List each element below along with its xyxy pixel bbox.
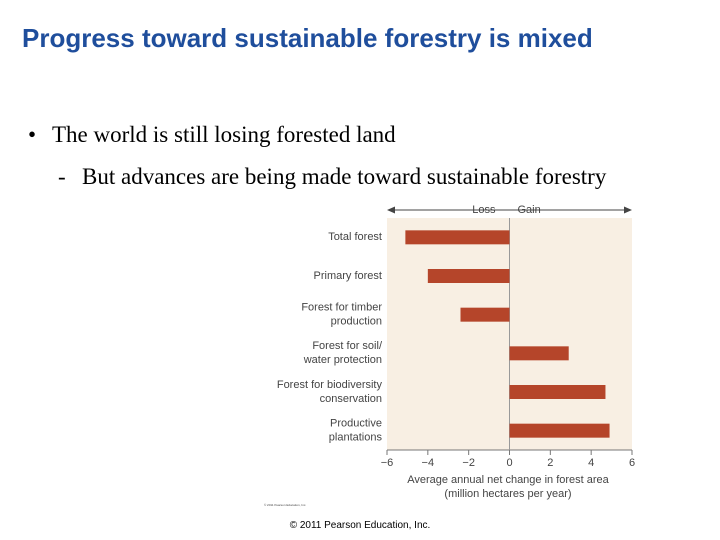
y-tick-label: Productive bbox=[330, 418, 382, 430]
x-axis-label: Average annual net change in forest area bbox=[407, 474, 609, 486]
slide-title: Progress toward sustainable forestry is … bbox=[22, 23, 593, 53]
y-tick-label: plantations bbox=[329, 432, 383, 444]
bar bbox=[427, 269, 510, 283]
bullet-text: But advances are being made toward susta… bbox=[82, 164, 607, 189]
x-tick-label: 0 bbox=[506, 457, 512, 469]
bullet-marker: - bbox=[58, 164, 66, 189]
x-tick-label: −4 bbox=[422, 457, 435, 469]
bar bbox=[509, 346, 569, 361]
x-tick-label: −6 bbox=[381, 457, 394, 469]
annotation: Gain bbox=[518, 204, 541, 216]
x-tick-label: −2 bbox=[462, 457, 475, 469]
y-tick-label: water protection bbox=[303, 354, 382, 366]
x-tick-label: 2 bbox=[547, 457, 553, 469]
x-tick-label: 4 bbox=[588, 457, 594, 469]
y-tick-label: Forest for biodiversity bbox=[277, 379, 383, 391]
bar bbox=[509, 423, 610, 438]
footer: © 2011 Pearson Education, Inc. bbox=[289, 520, 431, 531]
y-tick-label: Forest for soil/ bbox=[312, 340, 383, 352]
y-tick-label: Forest for timber bbox=[301, 302, 382, 314]
y-tick-label: production bbox=[331, 316, 382, 328]
chart-note: © 2011 Pearson Education, Inc. bbox=[264, 503, 306, 507]
y-tick-label: conservation bbox=[320, 393, 382, 405]
arrow-head bbox=[624, 206, 632, 214]
arrow-head bbox=[387, 206, 395, 214]
annotation: Loss bbox=[472, 204, 496, 216]
y-tick-label: Total forest bbox=[328, 231, 382, 243]
x-axis-label: (million hectares per year) bbox=[444, 488, 571, 500]
bar bbox=[405, 230, 510, 245]
x-tick-label: 6 bbox=[629, 457, 635, 469]
sub-bullet: - But advances are being made toward sus… bbox=[58, 160, 642, 194]
bullet: • The world is still losing forested lan… bbox=[28, 118, 692, 152]
bar bbox=[460, 307, 510, 322]
bar bbox=[509, 385, 606, 399]
bullet-text: The world is still losing forested land bbox=[52, 122, 396, 147]
bullet-marker: • bbox=[28, 122, 37, 147]
y-tick-label: Primary forest bbox=[314, 270, 382, 282]
